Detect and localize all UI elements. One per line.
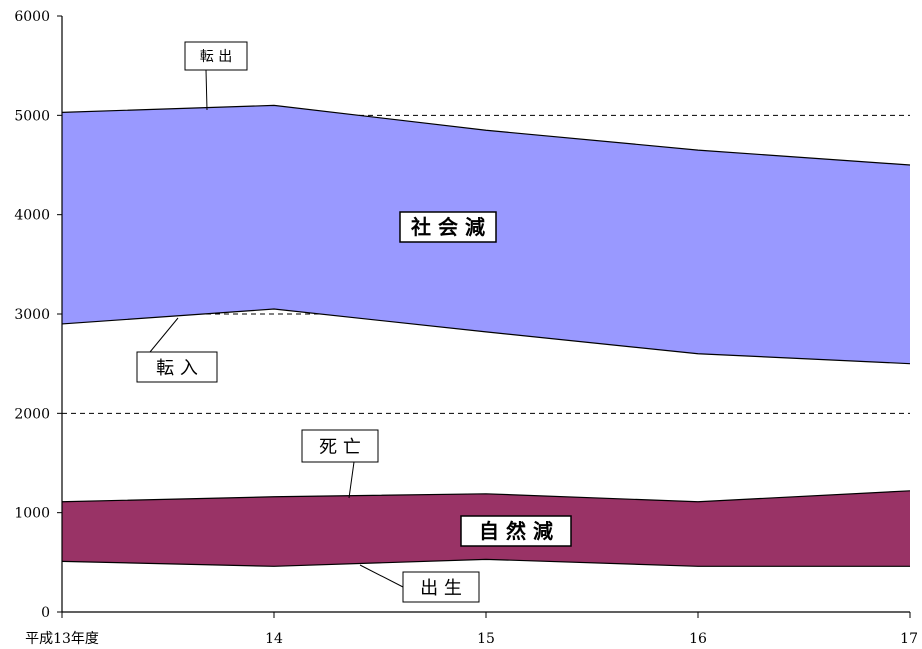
series-line-2: [61, 490, 911, 503]
band-label-natural: 自 然 減: [460, 515, 572, 547]
y-tick-label-3: 3000: [14, 307, 50, 323]
series-line-0: [61, 104, 911, 166]
bands: [61, 104, 911, 567]
y-tick-label-0: 0: [41, 605, 50, 621]
callout-shussho-text: 出 生: [420, 578, 462, 599]
x-tick-label-2: 15: [477, 631, 495, 647]
y-tick-label-6: 6000: [14, 9, 50, 25]
x-tick-label-1: 14: [265, 631, 283, 647]
callout-tenshutsu: 転 出: [184, 41, 248, 111]
band-label-natural-text: 自 然 減: [479, 519, 553, 543]
band-label-social: 社 会 減: [399, 211, 497, 243]
y-tick-label-1: 1000: [14, 506, 50, 522]
callout-shibo: 死 亡: [301, 429, 379, 499]
band-label-social-text: 社 会 減: [410, 215, 485, 239]
callout-tenshutsu-text: 転 出: [200, 49, 232, 65]
y-tick-label-2: 2000: [14, 406, 50, 422]
series-line-3: [61, 558, 910, 567]
series-line-1: [61, 308, 911, 365]
tick-labels: 0 1000 2000 3000 4000 5000 6000 平成13年度 14 15 16 17: [14, 9, 918, 647]
callout-tennyu-text: 転 入: [156, 358, 198, 379]
y-tick-label-5: 5000: [14, 108, 50, 124]
x-tick-label-0: 平成13年度: [25, 631, 99, 647]
axes: [57, 15, 911, 618]
y-tick-label-4: 4000: [14, 208, 50, 224]
callout-shussho: 出 生: [359, 564, 480, 603]
callout-shibo-text: 死 亡: [319, 437, 361, 458]
callout-tennyu: 転 入: [136, 317, 218, 383]
x-tick-label-4: 17: [900, 631, 918, 647]
x-tick-label-3: 16: [689, 631, 707, 647]
